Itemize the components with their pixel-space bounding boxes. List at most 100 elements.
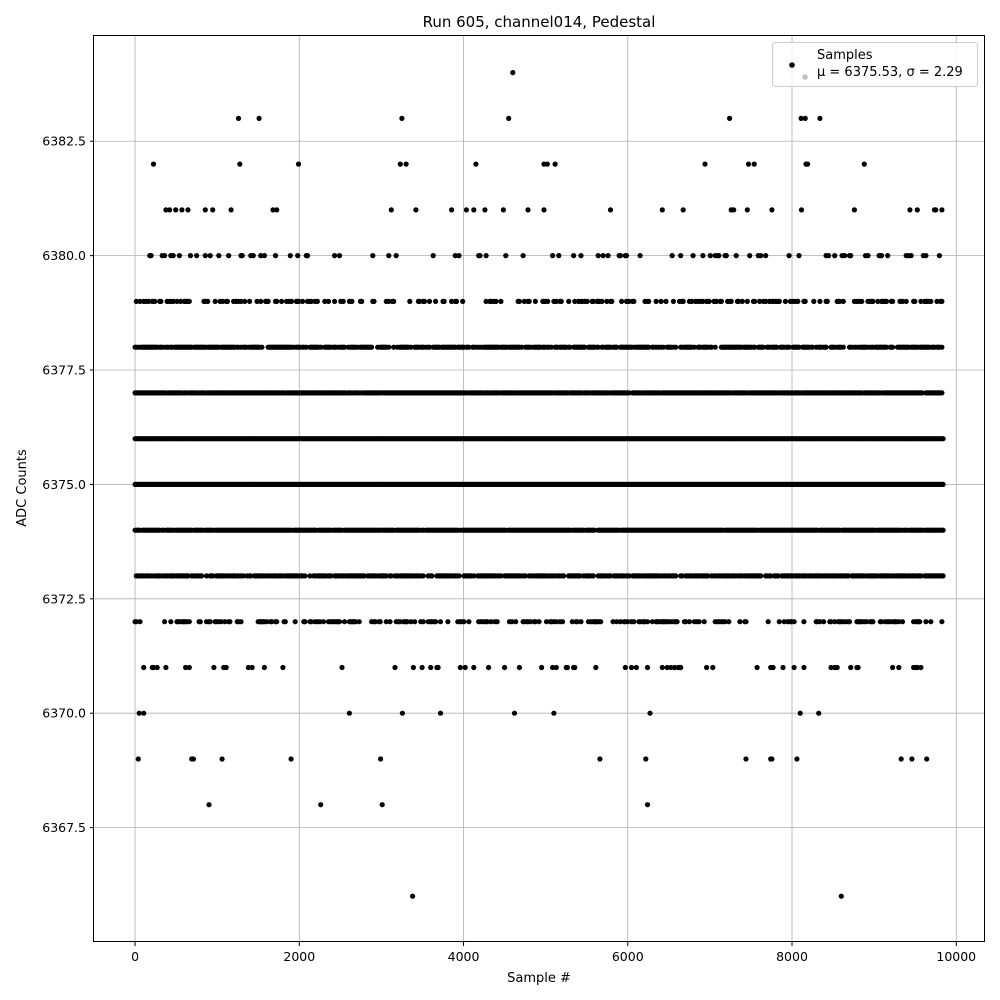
- data-point: [325, 298, 332, 304]
- data-point: [202, 253, 208, 259]
- data-point: [727, 115, 733, 121]
- data-point: [826, 253, 832, 259]
- data-point: [187, 253, 194, 259]
- data-point: [885, 253, 891, 259]
- data-point: [706, 298, 712, 304]
- data-point: [216, 253, 222, 259]
- data-point: [659, 664, 665, 671]
- x-tick-label: 2000: [283, 949, 315, 964]
- data-point: [386, 253, 392, 259]
- data-point: [561, 573, 567, 579]
- plot-frame: [93, 35, 985, 942]
- data-point: [591, 527, 598, 533]
- data-point: [923, 253, 929, 259]
- data-point: [851, 207, 858, 213]
- data-point: [162, 619, 168, 625]
- data-point: [572, 664, 578, 671]
- y-tick-label: 6372.5: [42, 591, 86, 606]
- data-point: [413, 207, 419, 213]
- data-point: [135, 756, 141, 762]
- x-tick-label: 6000: [612, 949, 644, 964]
- data-point: [870, 298, 876, 304]
- data-point: [832, 619, 838, 625]
- data-point: [899, 298, 906, 304]
- data-point: [471, 664, 477, 671]
- data-point: [890, 298, 896, 304]
- data-point: [539, 664, 545, 671]
- data-point: [133, 298, 139, 304]
- data-point: [909, 756, 915, 762]
- data-point: [346, 710, 352, 716]
- data-point: [261, 253, 267, 259]
- data-point: [441, 298, 447, 304]
- data-point: [940, 436, 946, 442]
- data-point: [633, 664, 640, 671]
- data-point: [828, 664, 834, 671]
- data-point: [718, 298, 725, 304]
- data-point: [572, 298, 578, 304]
- data-point: [653, 298, 659, 304]
- data-point: [186, 298, 192, 304]
- data-point: [318, 802, 324, 808]
- data-points: [132, 70, 946, 899]
- data-point: [503, 253, 509, 259]
- legend: Samples μ = 6375.53, σ = 2.29: [772, 42, 978, 87]
- data-point: [288, 756, 294, 762]
- data-point: [183, 664, 189, 671]
- data-point: [185, 573, 191, 579]
- data-point: [754, 664, 760, 671]
- data-point: [353, 619, 359, 625]
- data-point: [939, 619, 945, 625]
- data-point: [802, 115, 808, 121]
- data-point: [207, 619, 213, 625]
- data-point: [712, 344, 718, 350]
- data-point: [210, 207, 216, 213]
- data-point: [577, 573, 583, 579]
- data-point: [551, 710, 557, 716]
- data-point: [865, 253, 871, 259]
- data-point: [595, 344, 601, 350]
- data-point: [197, 619, 203, 625]
- data-point: [578, 619, 584, 625]
- data-point: [870, 619, 876, 625]
- data-point: [430, 253, 436, 259]
- data-point: [824, 298, 830, 304]
- data-point: [912, 298, 918, 304]
- data-point: [300, 298, 306, 304]
- data-point: [146, 298, 152, 304]
- data-point: [227, 619, 233, 625]
- data-point: [933, 207, 939, 213]
- data-point: [526, 298, 532, 304]
- data-point: [399, 115, 405, 121]
- data-point: [928, 619, 934, 625]
- data-point: [828, 619, 834, 625]
- data-point: [704, 664, 710, 671]
- y-tick-label: 6382.5: [42, 134, 86, 149]
- data-point: [383, 573, 389, 579]
- data-point: [622, 664, 628, 671]
- data-point: [412, 619, 418, 625]
- data-point: [786, 253, 792, 259]
- y-tick-label: 6377.5: [42, 363, 86, 378]
- data-point: [834, 664, 840, 671]
- data-point: [626, 390, 632, 396]
- data-point: [840, 298, 846, 304]
- data-point: [369, 344, 375, 350]
- data-point: [845, 573, 851, 579]
- data-point: [249, 664, 255, 671]
- data-point: [798, 115, 804, 121]
- data-point: [466, 619, 472, 625]
- data-point: [673, 573, 679, 579]
- x-tick-label: 4000: [448, 949, 480, 964]
- data-point: [463, 207, 469, 213]
- data-point: [669, 253, 675, 259]
- data-point: [484, 619, 490, 625]
- data-point: [700, 298, 706, 304]
- y-tick-label: 6375.0: [42, 477, 86, 492]
- data-point: [274, 298, 280, 304]
- data-point: [449, 298, 455, 304]
- data-point: [668, 664, 674, 671]
- data-point: [383, 619, 389, 625]
- data-point: [776, 298, 782, 304]
- data-point: [574, 619, 580, 625]
